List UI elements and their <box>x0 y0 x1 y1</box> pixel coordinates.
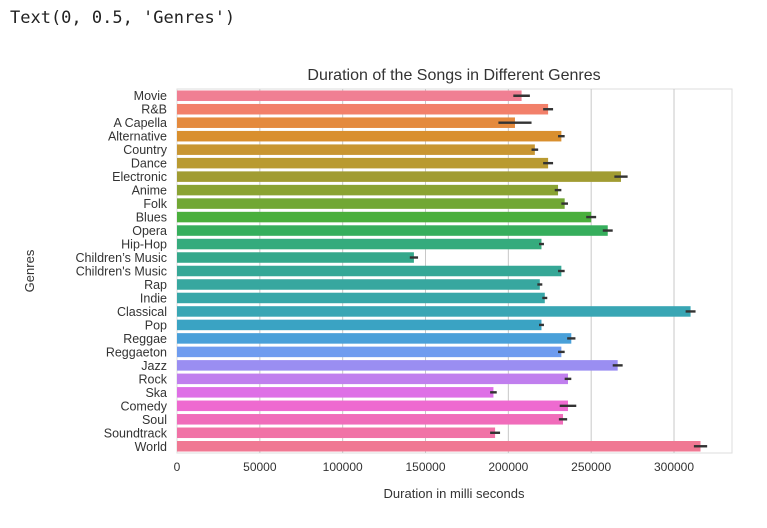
x-tick-label-5: 250000 <box>571 460 611 474</box>
y-tick-label-24: Soul <box>142 413 167 427</box>
y-tick-label-14: Rap <box>144 278 167 292</box>
y-tick-label-13: Children's Music <box>76 265 167 279</box>
bar-8 <box>177 198 565 209</box>
y-tick-label-11: Hip-Hop <box>121 238 167 252</box>
bar-9 <box>177 212 591 223</box>
y-tick-label-25: Soundtrack <box>104 426 168 440</box>
x-tick-label-2: 100000 <box>323 460 363 474</box>
y-tick-label-19: Reggaeton <box>106 345 167 359</box>
y-tick-label-0: Movie <box>134 89 167 103</box>
x-tick-label-0: 0 <box>174 460 181 474</box>
bar-16 <box>177 306 691 317</box>
chart-title: Duration of the Songs in Different Genre… <box>307 67 600 84</box>
bar-0 <box>177 90 522 101</box>
x-tick-label-3: 150000 <box>405 460 445 474</box>
bar-21 <box>177 374 568 385</box>
x-tick-label-6: 300000 <box>654 460 694 474</box>
y-tick-label-20: Jazz <box>141 359 167 373</box>
bar-11 <box>177 239 541 250</box>
bar-14 <box>177 279 540 290</box>
bar-22 <box>177 387 493 398</box>
x-tick-label-4: 200000 <box>488 460 528 474</box>
y-tick-label-26: World <box>135 440 167 454</box>
y-tick-label-21: Rock <box>139 372 168 386</box>
bar-3 <box>177 131 561 142</box>
bar-19 <box>177 347 561 358</box>
y-tick-label-17: Pop <box>145 318 167 332</box>
bar-13 <box>177 266 561 277</box>
bar-24 <box>177 414 563 425</box>
x-tick-label-1: 50000 <box>243 460 277 474</box>
bar-20 <box>177 360 618 371</box>
bar-5 <box>177 158 548 169</box>
y-tick-label-18: Reggae <box>123 332 167 346</box>
y-tick-label-9: Blues <box>136 211 167 225</box>
y-tick-label-22: Ska <box>145 386 167 400</box>
bar-12 <box>177 252 414 263</box>
y-tick-label-8: Folk <box>143 197 167 211</box>
bar-4 <box>177 144 535 155</box>
y-tick-label-1: R&B <box>141 103 167 117</box>
y-tick-label-12: Children’s Music <box>76 251 167 265</box>
y-tick-label-6: Electronic <box>112 170 167 184</box>
y-tick-label-10: Opera <box>132 224 167 238</box>
bar-25 <box>177 428 495 439</box>
y-tick-label-5: Dance <box>131 157 167 171</box>
bar-1 <box>177 104 548 115</box>
y-tick-label-15: Indie <box>140 291 167 305</box>
bar-18 <box>177 333 571 344</box>
y-tick-label-16: Classical <box>117 305 167 319</box>
bar-26 <box>177 441 701 452</box>
bar-23 <box>177 401 568 412</box>
x-axis-label: Duration in milli seconds <box>384 486 525 501</box>
bar-2 <box>177 117 515 128</box>
y-tick-label-23: Comedy <box>120 399 167 413</box>
bar-7 <box>177 185 558 196</box>
bar-6 <box>177 171 621 182</box>
y-tick-label-7: Anime <box>132 184 167 198</box>
bar-10 <box>177 225 608 236</box>
y-tick-label-3: Alternative <box>108 130 167 144</box>
y-tick-label-2: A Capella <box>113 116 167 130</box>
y-axis-label: Genres <box>22 249 37 292</box>
bar-15 <box>177 293 545 304</box>
y-tick-label-4: Country <box>123 143 168 157</box>
x-tick-labels: 0 50000 100000 150000 200000 250000 300000 <box>174 460 695 474</box>
bar-17 <box>177 320 541 331</box>
